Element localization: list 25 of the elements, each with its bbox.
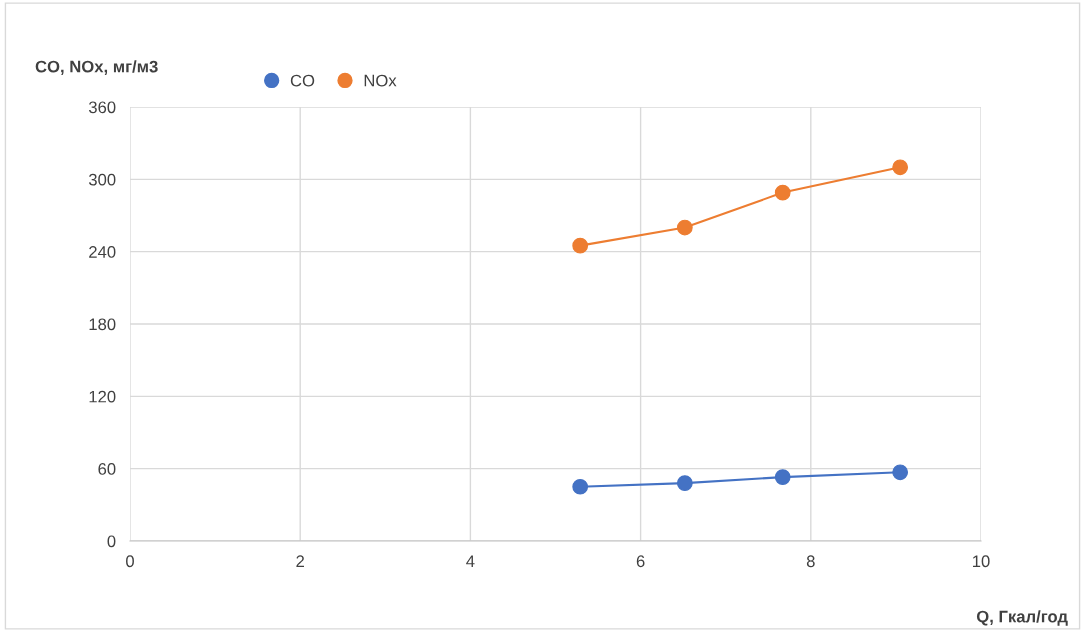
x-tick-label: 6 <box>636 555 645 568</box>
x-axis-title: Q, Гкал/год <box>976 610 1068 626</box>
point <box>676 219 693 236</box>
y-tick-label: 240 <box>89 246 116 258</box>
y-tick-label: 300 <box>88 173 116 186</box>
x-tick-label: 0 <box>126 555 134 568</box>
point <box>892 464 909 481</box>
x-tick-label: 2 <box>296 555 304 567</box>
legend-label: CO <box>290 74 315 87</box>
legend-label: NOx <box>364 74 397 87</box>
y-axis-title: CO, NOx, мг/м3 <box>35 60 158 75</box>
x-tick-label: 8 <box>806 555 815 568</box>
x-tick-label: 10 <box>973 555 990 568</box>
point <box>774 469 791 485</box>
y-tick-label: 0 <box>107 535 116 548</box>
point <box>892 159 909 176</box>
y-tick-label: 180 <box>89 318 116 331</box>
point <box>572 237 589 254</box>
y-tick-label: 120 <box>89 390 116 403</box>
point <box>676 475 693 492</box>
point <box>774 184 791 201</box>
y-tick-label: 360 <box>88 101 116 114</box>
y-tick-label: 60 <box>98 463 116 475</box>
point <box>572 478 589 495</box>
x-tick-label: 4 <box>466 555 475 567</box>
